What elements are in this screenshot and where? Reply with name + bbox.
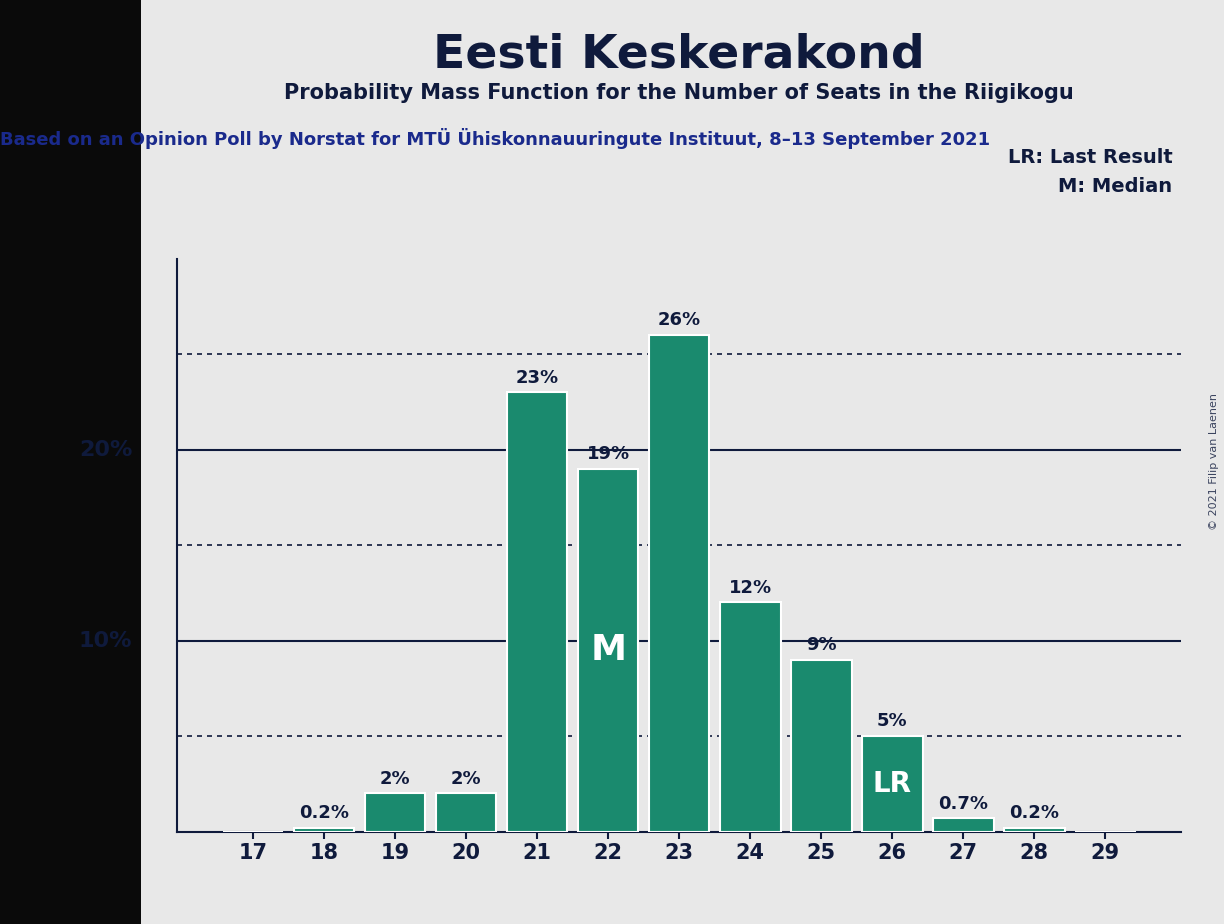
Text: 5%: 5% [878,712,908,730]
Text: 0.7%: 0.7% [939,795,988,812]
Bar [933,819,994,832]
Bar [862,736,923,832]
Text: Probability Mass Function for the Number of Seats in the Riigikogu: Probability Mass Function for the Number… [284,83,1075,103]
Text: 20%: 20% [78,440,132,459]
Text: M: M [590,633,627,667]
Text: 12%: 12% [728,578,772,597]
Text: M: Median: M: Median [1059,177,1173,197]
Text: 2%: 2% [379,770,410,787]
Text: 9%: 9% [807,636,837,654]
Text: 2%: 2% [450,770,481,787]
Text: 19%: 19% [586,445,630,463]
Bar [720,602,781,832]
Text: © 2021 Filip van Laenen: © 2021 Filip van Laenen [1209,394,1219,530]
Text: 10%: 10% [78,631,132,650]
Text: 0.2%: 0.2% [1010,804,1059,822]
Bar [294,828,355,832]
Bar [507,393,568,832]
Text: Based on an Opinion Poll by Norstat for MTÜ Ühiskonnauuringute Instituut, 8–13 S: Based on an Opinion Poll by Norstat for … [0,128,990,149]
Text: 26%: 26% [657,311,701,329]
Bar [649,335,710,832]
Bar [1004,828,1065,832]
Bar [365,794,426,832]
Text: LR: Last Result: LR: Last Result [1007,148,1173,167]
Text: 0.2%: 0.2% [300,804,349,822]
Text: Eesti Keskerakond: Eesti Keskerakond [433,32,925,78]
Text: 23%: 23% [515,369,559,386]
Bar [578,468,639,832]
Bar [791,660,852,832]
Text: LR: LR [873,770,912,797]
Bar [436,794,497,832]
